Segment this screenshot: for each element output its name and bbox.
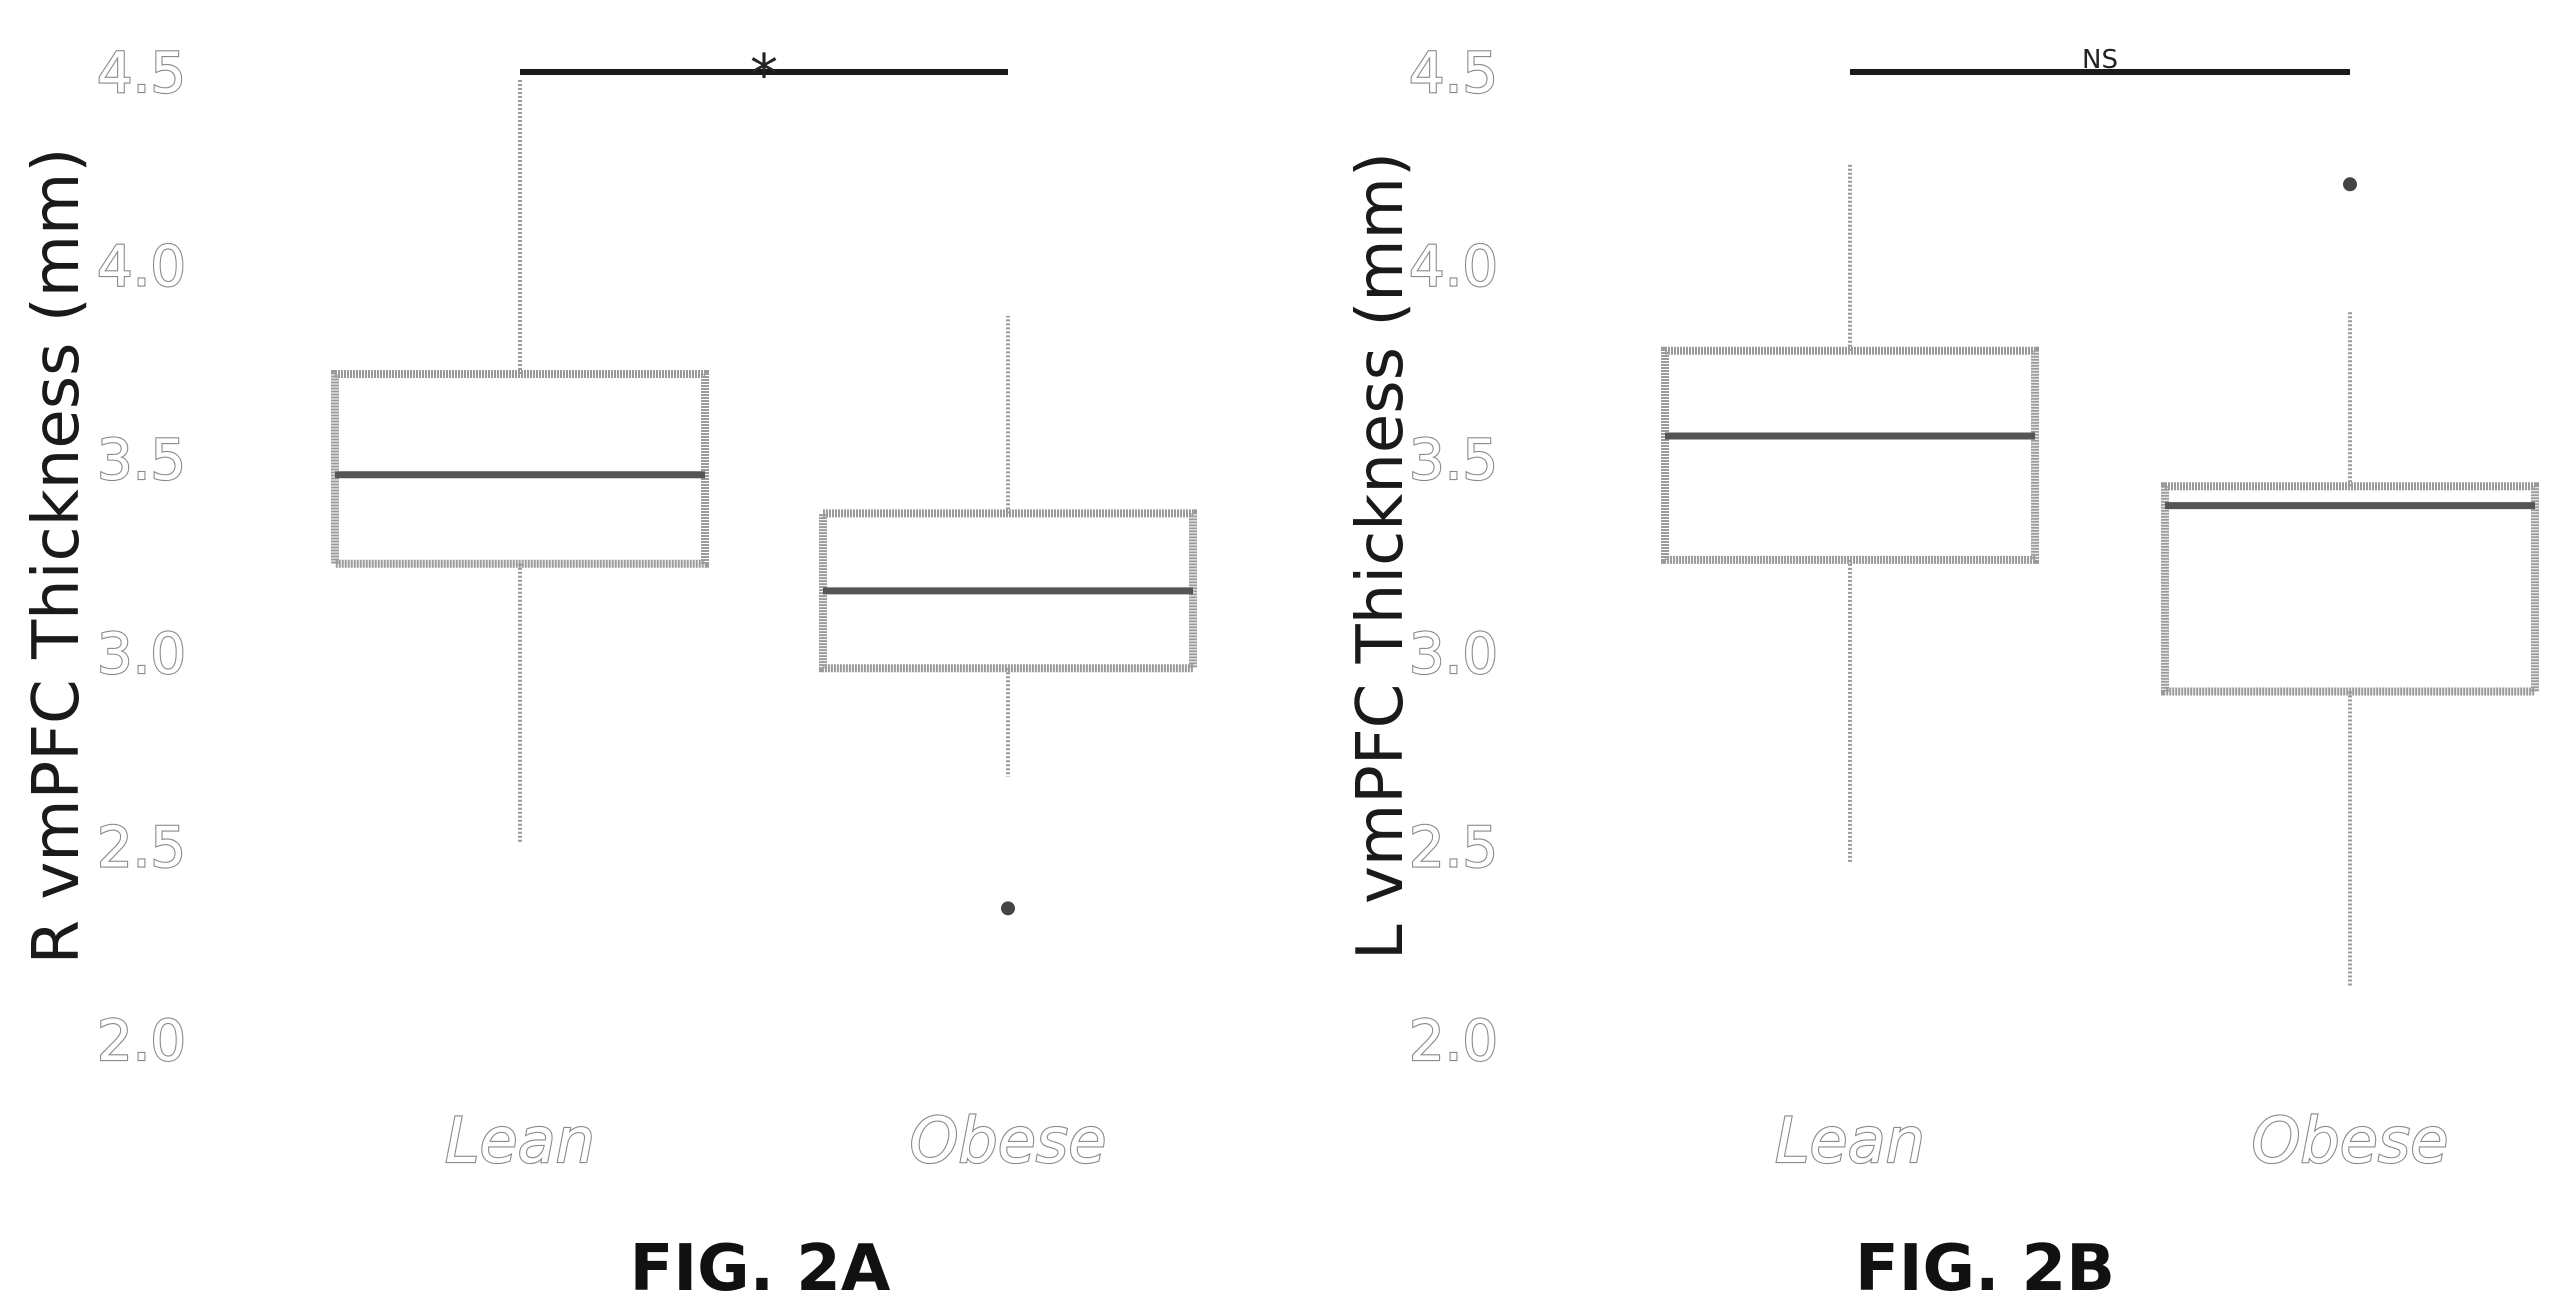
y-axis-title: R vmPFC Thickness (mm) <box>20 148 94 965</box>
figure-caption: FIG. 2A <box>630 1232 891 1306</box>
y-tick-label: 2.0 <box>1409 1009 1498 1074</box>
category-label-obese: Obese <box>2252 1104 2449 1177</box>
y-tick-label: 4.5 <box>1409 41 1498 106</box>
category-label-lean: Lean <box>445 1104 595 1177</box>
chart-panel-2b: 2.0 2.5 3.0 3.5 4.0 4.5 L vmPFC Thickness (mm)… <box>1344 40 2539 1306</box>
y-tick-label: 2.0 <box>97 1009 186 1074</box>
y-tick-label: 3.0 <box>97 622 186 687</box>
significance-label: * <box>750 43 778 108</box>
outlier-point <box>1001 901 1015 916</box>
y-tick-label: 4.0 <box>97 235 186 300</box>
iqr-box <box>331 370 709 568</box>
iqr-box <box>2161 482 2539 696</box>
y-tick-label: 2.5 <box>1409 815 1498 880</box>
y-tick-label: 3.0 <box>1409 622 1498 687</box>
y-tick-label: 4.5 <box>97 41 186 106</box>
box-obese <box>2161 177 2539 986</box>
y-tick-label: 4.0 <box>1409 235 1498 300</box>
y-tick-label: 3.5 <box>97 428 186 493</box>
box-lean <box>1661 164 2039 862</box>
chart-panel-2a: 2.0 2.5 3.0 3.5 4.0 4.5R vmPFC Thickness (mm)… <box>20 40 1197 1306</box>
y-axis-title: L vmPFC Thickness (mm) <box>1344 152 1418 960</box>
iqr-box <box>1661 346 2039 564</box>
category-label-lean: Lean <box>1775 1104 1925 1177</box>
y-tick-label: 2.5 <box>97 815 186 880</box>
category-label-obese: Obese <box>910 1104 1107 1177</box>
outlier-point <box>2343 177 2357 192</box>
box-lean <box>331 79 709 843</box>
figure-caption: FIG. 2B <box>1855 1232 2115 1306</box>
box-obese <box>819 315 1197 916</box>
y-tick-label: 3.5 <box>1409 428 1498 493</box>
significance-label: NS <box>2082 45 2118 75</box>
